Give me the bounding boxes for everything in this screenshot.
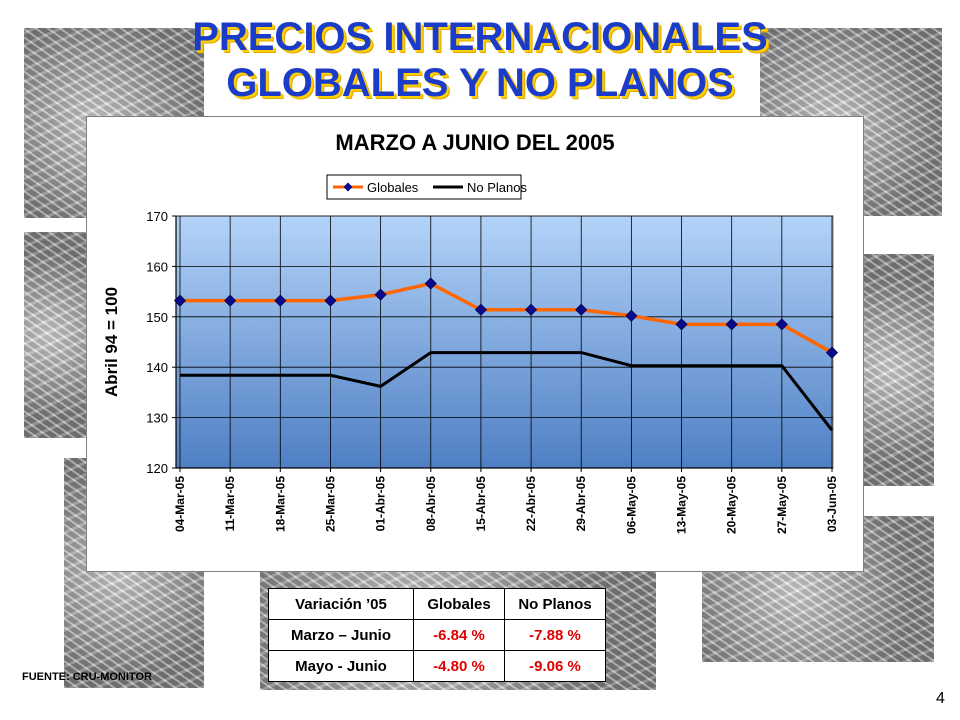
x-tick-label: 03-Jun-05 bbox=[825, 476, 839, 532]
x-tick-label: 25-Mar-05 bbox=[323, 476, 337, 532]
data-point-globales bbox=[825, 346, 839, 359]
x-tick-label: 08-Abr-05 bbox=[424, 476, 438, 532]
plot-background bbox=[175, 215, 834, 469]
chart-panel: MARZO A JUNIO DEL 2005 Globales No Planos… bbox=[86, 116, 864, 572]
variation-table-panel: Variación ’05 Globales No Planos Marzo –… bbox=[268, 588, 606, 682]
table-row-label: Mayo - Junio bbox=[268, 650, 414, 682]
table-cell-globales: -6.84 % bbox=[413, 619, 505, 651]
page-number: 4 bbox=[936, 690, 945, 707]
variation-table: Variación ’05 Globales No Planos Marzo –… bbox=[268, 588, 606, 682]
table-row: Marzo – Junio -6.84 % -7.88 % bbox=[268, 619, 606, 651]
background-photo-right bbox=[860, 254, 934, 486]
slide-title-line-1: PRECIOS INTERNACIONALES bbox=[192, 15, 768, 59]
y-tick-label: 140 bbox=[146, 360, 168, 375]
data-point-globales bbox=[575, 303, 588, 316]
table-header-row: Variación ’05 Globales No Planos bbox=[268, 588, 606, 620]
x-tick-label: 06-May-05 bbox=[624, 476, 638, 534]
data-point-globales bbox=[324, 294, 337, 307]
data-point-globales bbox=[775, 318, 788, 331]
x-tick-label: 18-Mar-05 bbox=[273, 476, 287, 532]
data-point-globales bbox=[525, 303, 538, 316]
data-point-globales bbox=[424, 277, 437, 290]
chart-title: MARZO A JUNIO DEL 2005 bbox=[335, 130, 614, 155]
y-tick-label: 120 bbox=[146, 461, 168, 476]
table-cell-globales: -4.80 % bbox=[413, 650, 505, 682]
table-cell-no-planos: -7.88 % bbox=[504, 619, 606, 651]
table-row: Mayo - Junio -4.80 % -9.06 % bbox=[268, 650, 606, 682]
series-line-no-planos bbox=[180, 351, 834, 432]
legend-label-globales: Globales bbox=[367, 180, 419, 195]
source-note: FUENTE: CRU-MONITOR bbox=[22, 671, 152, 683]
table-row-label: Marzo – Junio bbox=[268, 619, 414, 651]
x-tick-label: 01-Abr-05 bbox=[374, 476, 388, 532]
data-point-globales bbox=[625, 309, 638, 322]
legend-marker bbox=[343, 182, 353, 192]
y-tick-label: 150 bbox=[146, 310, 168, 325]
table-header-cell: No Planos bbox=[504, 588, 606, 620]
slide-title-line-2: GLOBALES Y NO PLANOS bbox=[226, 61, 734, 105]
y-tick-label: 130 bbox=[146, 411, 168, 426]
data-point-globales bbox=[474, 303, 487, 316]
plot-area: 120 130 140 150 160 170 04-Mar-05 11-Mar-05 18-M… bbox=[102, 209, 839, 534]
data-point-globales bbox=[725, 318, 738, 331]
slide-title: PRECIOS INTERNACIONALES GLOBALES Y NO PL… bbox=[0, 14, 960, 106]
x-tick-label: 11-Mar-05 bbox=[223, 476, 237, 532]
data-point-globales bbox=[173, 294, 187, 307]
table-cell-no-planos: -9.06 % bbox=[504, 650, 606, 682]
y-tick-label: 160 bbox=[146, 259, 168, 274]
background-photo-left bbox=[24, 232, 86, 438]
x-tick-label: 22-Abr-05 bbox=[524, 476, 538, 532]
data-point-globales bbox=[224, 294, 237, 307]
table-header-cell: Variación ’05 bbox=[268, 588, 414, 620]
y-tick-label: 170 bbox=[146, 209, 168, 224]
x-tick-label: 15-Abr-05 bbox=[474, 476, 488, 532]
price-line-chart: MARZO A JUNIO DEL 2005 Globales No Planos… bbox=[102, 130, 839, 534]
x-tick-label: 27-May-05 bbox=[775, 476, 789, 534]
x-tick-label: 29-Abr-05 bbox=[574, 476, 588, 532]
x-tick-label: 20-May-05 bbox=[725, 476, 739, 534]
data-point-globales bbox=[374, 288, 387, 301]
legend-label-no-planos: No Planos bbox=[467, 180, 527, 195]
x-tick-label: 04-Mar-05 bbox=[173, 476, 187, 532]
y-axis-label: Abril 94 = 100 bbox=[102, 287, 121, 397]
series-line-globales bbox=[180, 281, 833, 355]
chart-legend: Globales No Planos bbox=[326, 174, 527, 200]
table-header-cell: Globales bbox=[413, 588, 505, 620]
x-tick-label: 13-May-05 bbox=[675, 476, 689, 534]
data-point-globales bbox=[675, 318, 688, 331]
data-point-globales bbox=[274, 294, 287, 307]
